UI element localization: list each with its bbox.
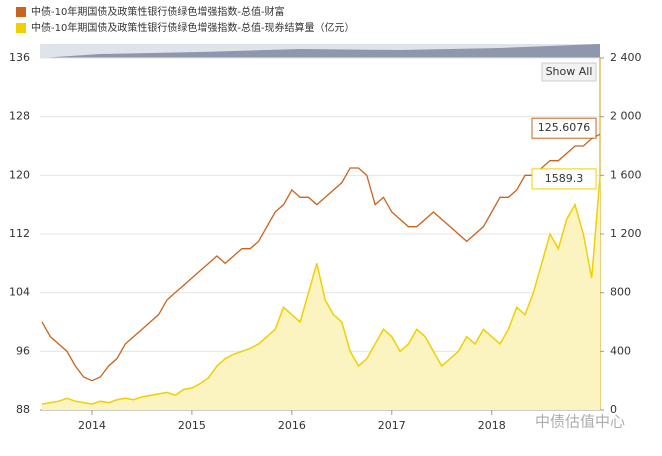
show-all-button[interactable]	[541, 62, 597, 82]
area-line	[41, 176, 601, 405]
y2-tick-label: 2 000	[610, 110, 642, 123]
y2-tick-label: 0	[610, 403, 617, 416]
tooltip-value: 125.6076	[538, 121, 591, 134]
tooltip-box	[531, 168, 597, 190]
y2-tick-label: 1 600	[610, 168, 642, 181]
y2-tick-label: 2 400	[610, 51, 642, 64]
y-tick-label: 88	[16, 403, 30, 416]
x-tick-label: 2017	[378, 419, 406, 432]
y-tick-label: 120	[9, 168, 30, 181]
y-tick-label: 136	[9, 51, 30, 64]
legend-label: 中债-10年期国债及政策性银行债绿色增强指数-总值-现券结算量（亿元）	[31, 21, 355, 34]
y-tick-label: 96	[16, 344, 30, 357]
area-fill	[42, 176, 600, 410]
x-tick-label: 2018	[478, 419, 506, 432]
y-tick-label: 112	[9, 227, 30, 240]
legend-swatch	[16, 7, 26, 17]
tooltip-value: 1589.3	[545, 172, 584, 185]
y-tick-label: 128	[9, 110, 30, 123]
y2-tick-label: 400	[610, 344, 631, 357]
x-tick-label: 2015	[178, 419, 206, 432]
y2-tick-label: 800	[610, 286, 631, 299]
show-all-label[interactable]: Show All	[546, 65, 593, 78]
legend-label: 中债-10年期国债及政策性银行债绿色增强指数-总值-财富	[31, 5, 285, 18]
navigator-shape	[40, 44, 600, 58]
x-tick-label: 2014	[78, 419, 106, 432]
y2-tick-label: 1 200	[610, 227, 642, 240]
legend-swatch	[16, 23, 26, 33]
tooltip-box	[531, 117, 597, 139]
line	[41, 133, 601, 382]
x-tick-label: 2016	[278, 419, 306, 432]
watermark: 中债估值中心	[535, 413, 625, 431]
y-tick-label: 104	[9, 286, 30, 299]
